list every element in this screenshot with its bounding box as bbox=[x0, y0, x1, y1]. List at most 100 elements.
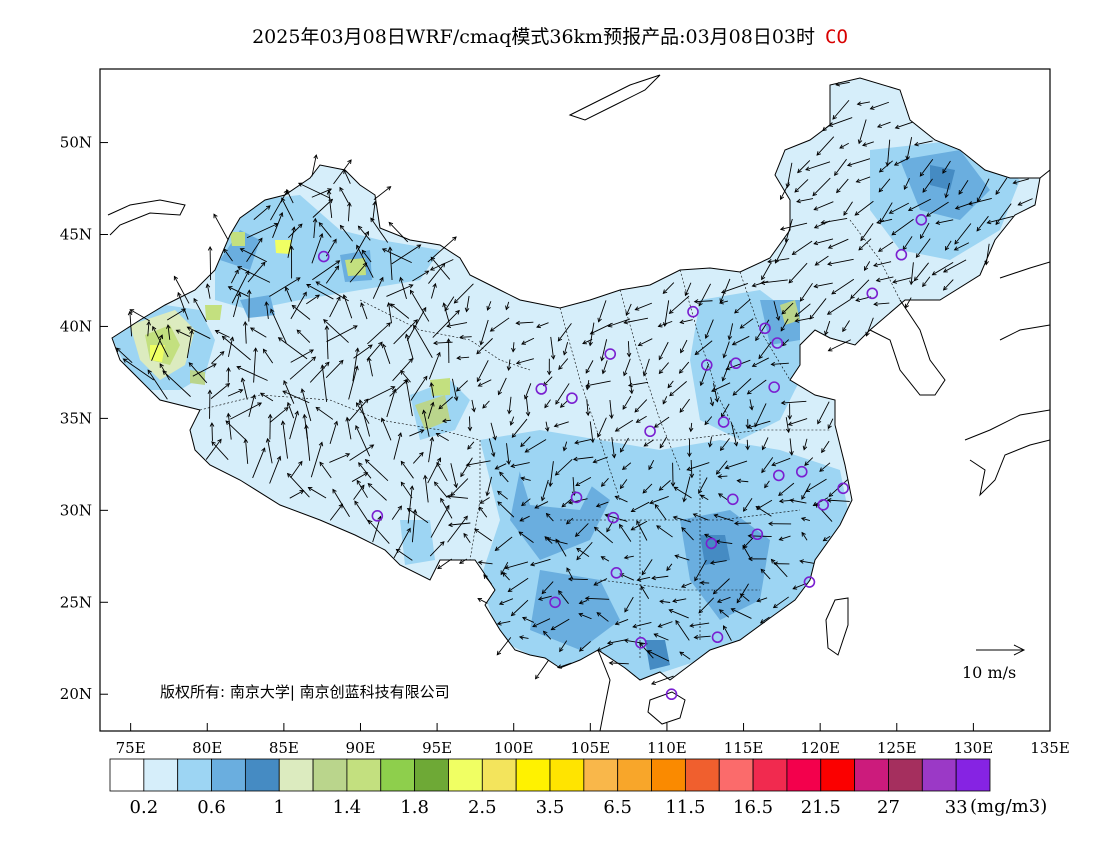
wind-arrow bbox=[802, 438, 808, 451]
wind-arrow bbox=[662, 282, 675, 295]
wind-arrow bbox=[477, 560, 493, 565]
wind-arrow bbox=[390, 303, 410, 319]
wind-arrow bbox=[675, 619, 690, 641]
wind-arrow bbox=[791, 240, 813, 255]
wind-arrow bbox=[623, 317, 649, 325]
station-marker bbox=[866, 287, 879, 300]
wind-arrow bbox=[761, 457, 774, 474]
wind-arrow bbox=[429, 541, 445, 557]
wind-arrow bbox=[515, 320, 534, 326]
wind-arrow bbox=[922, 276, 931, 288]
wind-arrow bbox=[761, 437, 769, 451]
wind-arrow bbox=[820, 217, 848, 225]
colorbar-swatch bbox=[955, 758, 991, 792]
wind-arrow bbox=[210, 383, 231, 399]
wind-arrow bbox=[438, 396, 454, 410]
wind-arrow bbox=[478, 506, 488, 518]
wind-arrow bbox=[325, 359, 344, 378]
wind-arrow bbox=[593, 578, 608, 586]
wind-arrow bbox=[931, 261, 954, 276]
wind-arrow bbox=[699, 363, 710, 387]
wind-arrow bbox=[511, 342, 516, 353]
wind-arrow bbox=[555, 538, 567, 557]
wind-arrow bbox=[521, 498, 531, 507]
wind-arrow bbox=[497, 377, 507, 396]
wind-arrow bbox=[409, 289, 430, 322]
lat-tick-label: 45N bbox=[60, 226, 92, 244]
wind-arrow bbox=[355, 425, 371, 457]
wind-arrow bbox=[743, 497, 753, 512]
wind-arrow bbox=[954, 223, 972, 245]
wind-arrow bbox=[600, 339, 608, 362]
wind-arrow bbox=[621, 462, 632, 471]
station-marker bbox=[817, 499, 830, 511]
wind-arrow bbox=[550, 618, 570, 631]
colorbar-unit: (mg/m3) bbox=[970, 796, 1047, 817]
colorbar-tick-label: 33 bbox=[945, 797, 968, 818]
wind-arrow bbox=[360, 302, 368, 320]
wind-arrow bbox=[400, 460, 414, 479]
wind-arrow bbox=[672, 598, 687, 604]
wind-arrow bbox=[319, 461, 332, 479]
wind-arrow bbox=[913, 140, 933, 147]
wind-arrow bbox=[232, 292, 242, 318]
wind-arrow bbox=[689, 622, 710, 628]
wind-arrow bbox=[877, 241, 894, 252]
wind-arrow bbox=[636, 520, 648, 541]
wind-arrow bbox=[760, 279, 788, 285]
wind-arrow bbox=[151, 334, 164, 361]
wind-arrow bbox=[421, 409, 430, 437]
wind-arrow bbox=[717, 474, 728, 479]
wind-arrow bbox=[193, 297, 207, 322]
wind-arrow bbox=[679, 398, 690, 413]
wind-arrow bbox=[794, 303, 811, 317]
wind-arrow bbox=[152, 325, 169, 358]
station-marker bbox=[772, 469, 785, 482]
wind-arrow bbox=[813, 201, 834, 211]
wind-arrow bbox=[724, 460, 748, 470]
wind-arrow bbox=[428, 436, 435, 463]
lon-tick-label: 110E bbox=[647, 739, 687, 757]
wind-arrow bbox=[347, 201, 352, 222]
wind-arrow bbox=[542, 376, 553, 387]
wind-arrow bbox=[792, 583, 807, 590]
wind-arrow bbox=[575, 476, 592, 486]
wind-arrow bbox=[739, 318, 754, 329]
wind-arrow bbox=[624, 596, 634, 613]
wind-arrow bbox=[386, 302, 393, 324]
wind-arrow bbox=[510, 462, 530, 469]
colorbar-tick-label: 2.5 bbox=[468, 797, 497, 818]
wind-arrow bbox=[306, 294, 320, 305]
wind-arrow bbox=[496, 490, 508, 500]
wind-arrow bbox=[873, 301, 890, 307]
wind-arrow bbox=[821, 440, 830, 454]
colorbar-tick-label: 1 bbox=[274, 797, 285, 818]
wind-arrow bbox=[186, 329, 194, 359]
wind-arrow bbox=[306, 284, 334, 300]
wind-arrow bbox=[699, 494, 709, 501]
wind-arrow bbox=[727, 323, 734, 341]
wind-arrow bbox=[361, 249, 372, 263]
wind-arrow bbox=[822, 535, 831, 542]
wind-arrow bbox=[903, 177, 910, 191]
wind-arrow bbox=[619, 479, 628, 490]
wind-arrow bbox=[657, 621, 673, 628]
wind-arrow bbox=[780, 318, 789, 332]
wind-arrow bbox=[796, 198, 814, 204]
wind-arrow bbox=[332, 488, 350, 518]
station-marker bbox=[610, 567, 623, 579]
wind-arrow bbox=[357, 225, 371, 241]
colorbar-tick-label: 1.8 bbox=[400, 797, 429, 818]
station-marker bbox=[803, 576, 816, 588]
station-marker bbox=[604, 348, 617, 360]
wind-arrow bbox=[515, 358, 534, 365]
wind-arrow bbox=[520, 476, 531, 481]
wind-arrow bbox=[499, 471, 509, 483]
colorbar bbox=[109, 758, 991, 792]
wind-arrow bbox=[878, 178, 891, 193]
wind-arrow bbox=[562, 441, 568, 452]
colorbar-swatch bbox=[921, 758, 957, 792]
wind-arrow bbox=[166, 308, 187, 321]
wind-arrow bbox=[290, 291, 307, 320]
wind-arrow bbox=[264, 301, 269, 319]
